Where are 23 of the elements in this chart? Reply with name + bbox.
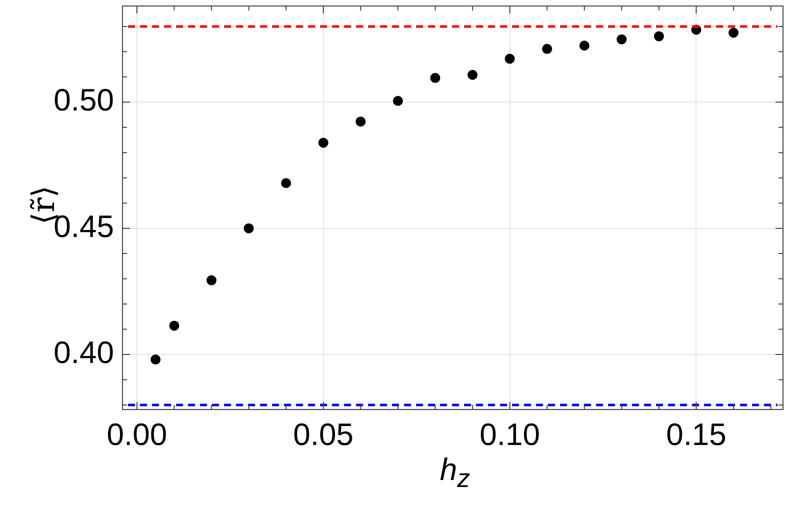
point xyxy=(616,34,627,44)
point xyxy=(392,96,403,106)
point xyxy=(654,31,664,42)
point xyxy=(150,354,161,365)
point xyxy=(542,44,552,54)
x-tick-label: 0.00 xyxy=(106,417,168,452)
x-tick-label: 0.15 xyxy=(666,417,726,452)
x-axis-title: h$_{z}$ xyxy=(438,452,472,494)
y-tick-label: 0.50 xyxy=(54,82,114,118)
point xyxy=(318,138,328,148)
point xyxy=(579,40,590,51)
point xyxy=(206,275,216,286)
point xyxy=(356,116,366,127)
point xyxy=(244,223,254,234)
point xyxy=(430,72,440,83)
point xyxy=(468,70,478,80)
y-tick-label: 0.40 xyxy=(54,335,114,370)
point xyxy=(281,178,292,188)
point xyxy=(169,320,180,331)
x-tick-label: 0.10 xyxy=(480,417,540,452)
x-tick-label: 0.05 xyxy=(293,417,354,452)
point xyxy=(728,28,739,38)
point xyxy=(504,54,515,64)
